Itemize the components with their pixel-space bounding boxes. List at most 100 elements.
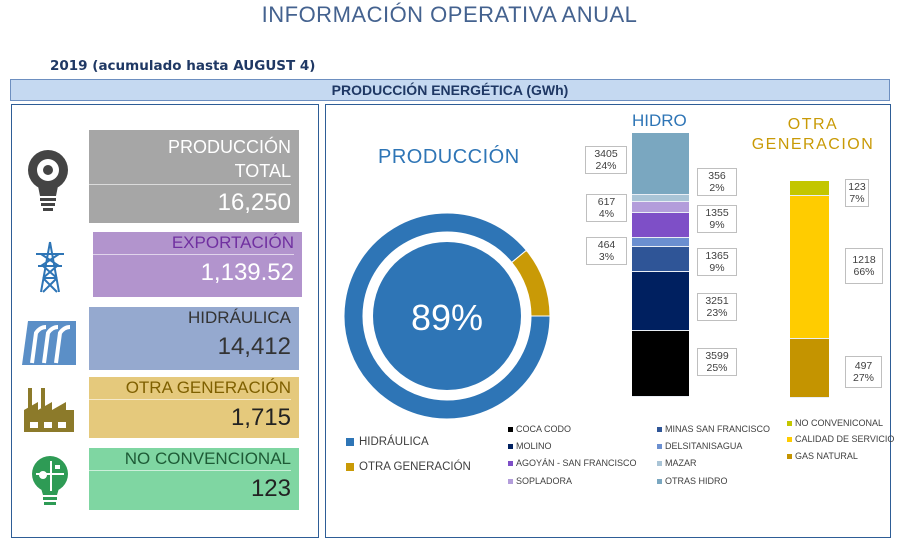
- legend-item: AGOYÁN - SAN FRANCISCO: [508, 458, 637, 468]
- callout-value: 1218: [852, 254, 876, 266]
- legend-swatch: [787, 421, 792, 427]
- hidro-chart-title: HIDRO: [632, 111, 687, 130]
- card-produccion-total: PRODUCCIÓN TOTAL 16,250: [89, 130, 299, 223]
- callout-pct: 7%: [849, 193, 865, 205]
- donut-center-disk: [373, 242, 521, 390]
- callout-value: 497: [854, 360, 873, 372]
- card-no-convencional: NO CONVENCIONAL 123: [89, 448, 299, 510]
- callout-calidad-de-servicio: 1218 66%: [845, 248, 883, 284]
- legend-label: MOLINO: [516, 441, 552, 451]
- card-value: 1,715: [230, 404, 291, 431]
- legend-label: OTRA GENERACIÓN: [359, 461, 471, 473]
- legend-label: DELSITANISAGUA: [665, 441, 743, 451]
- legend-item: DELSITANISAGUA: [657, 441, 742, 451]
- bar-segment-delsitanisagua: [632, 238, 689, 247]
- callout-pct: 4%: [598, 208, 615, 220]
- period-subtitle: 2019 (acumulado hasta AUGUST 4): [50, 58, 316, 74]
- legend-swatch: [657, 444, 662, 450]
- callout-coca-codo: 3599 25%: [697, 348, 737, 376]
- legend-item: SOPLADORA: [508, 476, 572, 486]
- transmission-tower-icon: [36, 241, 64, 293]
- callout-molino: 3251 23%: [697, 293, 737, 321]
- callout-value: 3405: [594, 148, 618, 160]
- lightbulb-gear-icon: [28, 150, 68, 211]
- legend-label: GAS NATURAL: [795, 451, 858, 461]
- section-header: PRODUCCIÓN ENERGÉTICA (GWh): [10, 79, 890, 101]
- card-exportacion: EXPORTACIÓN 1,139.52: [93, 232, 302, 297]
- card-label: OTRA GENERACIÓN: [89, 377, 291, 400]
- callout-pct: 3%: [598, 251, 615, 263]
- hidro-stacked-bar: [632, 133, 689, 397]
- legend-swatch: [657, 479, 662, 485]
- otra-stacked-bar: [790, 181, 829, 398]
- card-value: 16,250: [217, 189, 291, 216]
- page-title: INFORMACIÓN OPERATIVA ANUAL: [261, 2, 638, 27]
- callout-value: 1355: [705, 207, 729, 219]
- callout-mazar: 356 2%: [697, 168, 737, 196]
- legend-item: COCA CODO: [508, 424, 571, 434]
- legend-label: HIDRÁULICA: [359, 436, 429, 448]
- card-hidraulica: HIDRÁULICA 14,412: [89, 307, 299, 370]
- legend-label: NO CONVENICONAL: [795, 418, 884, 428]
- bar-segment-coca-codo: [632, 331, 689, 397]
- legend-swatch: [508, 444, 513, 450]
- legend-swatch: [508, 461, 513, 467]
- callout-pct: 27%: [852, 372, 874, 384]
- card-value: 14,412: [217, 333, 291, 360]
- callout-value: 617: [597, 196, 616, 208]
- callout-value: 464: [597, 239, 616, 251]
- callout-pct: 9%: [709, 219, 725, 231]
- legend-label: OTRAS HIDRO: [665, 476, 728, 486]
- card-value: 123: [250, 475, 291, 502]
- legend-swatch: [508, 427, 513, 433]
- callout-sopladora: 617 4%: [586, 194, 627, 222]
- eco-lightbulb-icon: [32, 456, 68, 505]
- legend-swatch: [657, 461, 662, 467]
- legend-label: MAZAR: [665, 458, 697, 468]
- legend-item: NO CONVENICONAL: [787, 418, 883, 428]
- bar-segment-sopladora: [632, 201, 689, 214]
- bar-segment-otras-hidro: [632, 133, 689, 196]
- bar-segment-no-conveniconal: [790, 181, 829, 196]
- production-donut-chart: [343, 212, 551, 420]
- callout-no-convencional: 123 7%: [845, 179, 869, 207]
- callout-value: 3599: [705, 350, 729, 362]
- bar-segment-calidad-de-servicio: [790, 195, 829, 340]
- legend-swatch: [508, 479, 513, 485]
- callout-pct: 66%: [853, 266, 875, 278]
- legend-swatch: [346, 437, 354, 446]
- callout-gas-natural: 497 27%: [845, 356, 882, 388]
- callout-value: 123: [848, 181, 866, 193]
- legend-item: MOLINO: [508, 441, 552, 451]
- callout-minas-san-francisco: 1365 9%: [697, 248, 737, 276]
- legend-label: CALIDAD DE SERVICIO: [795, 434, 895, 444]
- callout-pct: 24%: [595, 160, 617, 172]
- card-label: PRODUCCIÓN TOTAL: [89, 130, 291, 185]
- callout-value: 3251: [705, 295, 729, 307]
- bar-segment-molino: [632, 271, 689, 332]
- callout-pct: 23%: [706, 307, 728, 319]
- legend-item: CALIDAD DE SERVICIO: [787, 434, 894, 444]
- legend-label: SOPLADORA: [516, 476, 573, 486]
- legend-item: GAS NATURAL: [787, 451, 858, 461]
- bar-segment-minas-san-francisco: [632, 246, 689, 272]
- callout-pct: 25%: [706, 362, 728, 374]
- legend-item: MAZAR: [657, 458, 697, 468]
- card-label: NO CONVENCIONAL: [89, 448, 291, 471]
- factory-icon: [24, 388, 74, 432]
- legend-item: MINAS SAN FRANCISCO: [657, 424, 770, 434]
- callout-value: 356: [708, 170, 726, 182]
- callout-delsitanisagua: 464 3%: [586, 237, 627, 265]
- card-value: 1,139.52: [200, 259, 294, 286]
- callout-otras-hidro: 3405 24%: [585, 146, 627, 174]
- legend-swatch: [346, 462, 354, 471]
- legend-item-hidraulica: HIDRÁULICA: [346, 436, 429, 448]
- card-label: HIDRÁULICA: [188, 308, 291, 327]
- callout-pct: 9%: [709, 262, 725, 274]
- donut-center-label: 89%: [410, 297, 484, 338]
- bar-segment-gas-natural: [790, 339, 829, 398]
- bar-segment-mazar: [632, 195, 689, 202]
- legend-label: AGOYÁN - SAN FRANCISCO: [516, 458, 637, 468]
- callout-value: 1365: [705, 250, 729, 262]
- callout-agoyan: 1355 9%: [697, 205, 737, 233]
